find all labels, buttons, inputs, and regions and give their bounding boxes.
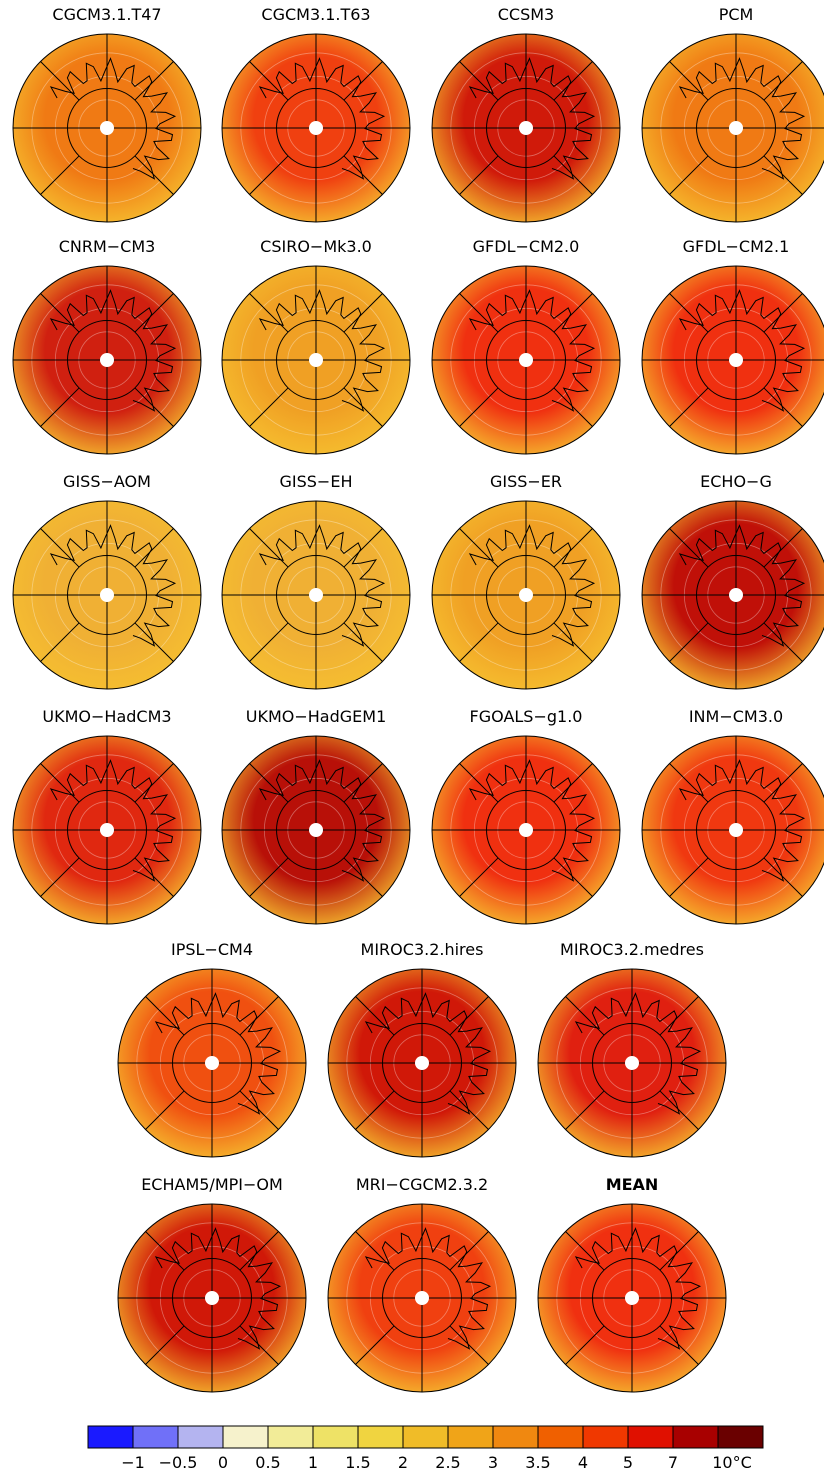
panel-title: CGCM3.1.T47 [52,5,161,24]
pole-hole [729,823,743,837]
map-panel: IPSL−CM4 [118,940,306,1157]
map-panel: MIROC3.2.hires [328,940,516,1157]
colorbar-box [133,1426,178,1448]
map-panel: ECHO−G [642,472,824,689]
pole-hole [519,121,533,135]
pole-hole [100,353,114,367]
panel-title: PCM [719,5,754,24]
colorbar-box [448,1426,493,1448]
colorbar-box [718,1426,763,1448]
pole-hole [100,121,114,135]
panel-title: UKMO−HadCM3 [42,707,171,726]
panel-title: MIROC3.2.hires [361,940,484,959]
map-panel: CNRM−CM3 [13,237,201,454]
panel-title: ECHAM5/MPI−OM [141,1175,283,1194]
colorbar-label: 3.5 [525,1453,550,1472]
colorbar-box [538,1426,583,1448]
pole-hole [309,353,323,367]
panel-title: CGCM3.1.T63 [261,5,370,24]
pole-hole [415,1291,429,1305]
pole-hole [729,588,743,602]
panel-title: FGOALS−g1.0 [470,707,583,726]
colorbar-box [583,1426,628,1448]
panel-title: CSIRO−Mk3.0 [260,237,372,256]
pole-hole [519,823,533,837]
pole-hole [415,1056,429,1070]
pole-hole [309,588,323,602]
colorbar-label: 10°C [712,1453,752,1472]
map-panel: UKMO−HadGEM1 [222,707,410,924]
colorbar-box [628,1426,673,1448]
map-panel: GFDL−CM2.1 [642,237,824,454]
colorbar-label: 4 [578,1453,588,1472]
map-panel: CSIRO−Mk3.0 [222,237,410,454]
map-panel: GFDL−CM2.0 [432,237,620,454]
panel-title: MEAN [606,1175,659,1194]
pole-hole [205,1291,219,1305]
map-panel: GISS−ER [432,472,620,689]
pole-hole [625,1291,639,1305]
panel-title: GISS−AOM [63,472,151,491]
colorbar-box [223,1426,268,1448]
panel-title: GFDL−CM2.1 [683,237,790,256]
map-panel: PCM [642,5,824,222]
pole-hole [625,1056,639,1070]
colorbar-label: 5 [623,1453,633,1472]
colorbar-label: −1 [121,1453,145,1472]
map-panel: INM−CM3.0 [642,707,824,924]
panel-title: ECHO−G [700,472,772,491]
pole-hole [729,353,743,367]
colorbar-box [268,1426,313,1448]
map-panel: CCSM3 [432,5,620,222]
panel-title: GFDL−CM2.0 [473,237,580,256]
colorbar-label: 7 [668,1453,678,1472]
colorbar-box [493,1426,538,1448]
colorbar-box [403,1426,448,1448]
map-panel: MRI−CGCM2.3.2 [328,1175,516,1392]
pole-hole [100,588,114,602]
map-panel: UKMO−HadCM3 [13,707,201,924]
colorbar-label: 0 [218,1453,228,1472]
map-panel: MEAN [538,1175,726,1392]
map-panel: FGOALS−g1.0 [432,707,620,924]
panel-title: GISS−ER [490,472,562,491]
panel-title: CCSM3 [498,5,554,24]
map-panel: GISS−AOM [13,472,201,689]
pole-hole [519,353,533,367]
panel-title: MRI−CGCM2.3.2 [356,1175,488,1194]
pole-hole [729,121,743,135]
panel-title: IPSL−CM4 [171,940,253,959]
colorbar-label: 3 [488,1453,498,1472]
pole-hole [519,588,533,602]
colorbar-box [358,1426,403,1448]
pole-hole [309,121,323,135]
colorbar-label: 0.5 [255,1453,280,1472]
map-panel: CGCM3.1.T63 [222,5,410,222]
pole-hole [309,823,323,837]
colorbar-box [313,1426,358,1448]
pole-hole [100,823,114,837]
colorbar-label: 1 [308,1453,318,1472]
colorbar-label: 1.5 [345,1453,370,1472]
panel-title: CNRM−CM3 [59,237,156,256]
panel-title: GISS−EH [280,472,353,491]
panel-title: MIROC3.2.medres [560,940,704,959]
map-panel: CGCM3.1.T47 [13,5,201,222]
colorbar-label: 2 [398,1453,408,1472]
colorbar-label: −0.5 [159,1453,198,1472]
colorbar-label: 2.5 [435,1453,460,1472]
colorbar-box [178,1426,223,1448]
pole-hole [205,1056,219,1070]
map-panel: GISS−EH [222,472,410,689]
panel-title: UKMO−HadGEM1 [246,707,387,726]
map-panel: ECHAM5/MPI−OM [118,1175,306,1392]
figure: CGCM3.1.T47 CGCM3.1.T63 CCSM3 PCM CNRM−CM3 CS… [0,0,824,1476]
colorbar-box [673,1426,718,1448]
map-panel: MIROC3.2.medres [538,940,726,1157]
colorbar-box [88,1426,133,1448]
panel-title: INM−CM3.0 [689,707,783,726]
